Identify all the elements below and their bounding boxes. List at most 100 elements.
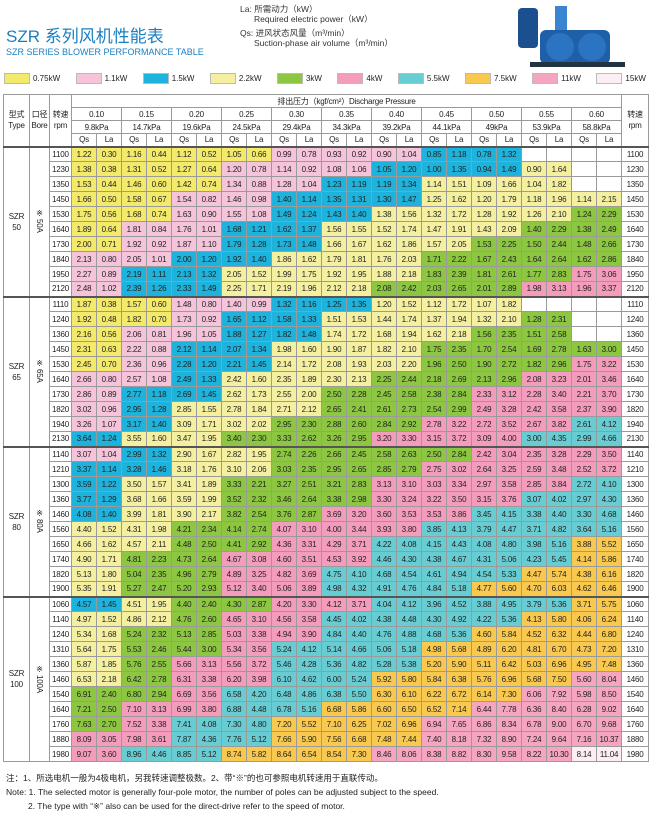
la-cell: 2.23 — [146, 551, 172, 567]
qs-cell: 4.73 — [571, 641, 597, 657]
la-cell: 2.39 — [446, 266, 472, 282]
qs-cell: 2.72 — [471, 416, 497, 432]
la-cell: 3.13 — [546, 281, 572, 297]
la-cell: 2.50 — [196, 536, 222, 552]
model-cell: SZR 100 — [3, 595, 30, 762]
qs-cell: 3.98 — [521, 536, 547, 552]
la-cell: 0.92 — [196, 311, 222, 327]
qs-cell: 4.81 — [121, 551, 147, 567]
la-cell: 4.36 — [196, 731, 222, 747]
la-cell: 3.72 — [246, 656, 272, 672]
la-cell: 8.50 — [595, 686, 623, 702]
qs-cell: 4.76 — [371, 626, 397, 642]
la-cell: 3.82 — [546, 416, 572, 432]
qs-cell: 4.81 — [521, 641, 547, 657]
rpm-cell: 1540 — [621, 686, 650, 702]
qs-cell: 8.09 — [71, 731, 97, 747]
la-cell: 1.04 — [96, 445, 122, 462]
qs-cell: 4.60 — [471, 626, 497, 642]
la-cell: 1.71 — [96, 551, 122, 567]
la-cell: 0.60 — [146, 295, 172, 312]
qs-cell: 4.22 — [471, 611, 497, 627]
qs-cell: 7.40 — [421, 731, 447, 747]
qs-cell: 1.66 — [71, 191, 97, 207]
qs-cell: 1.46 — [121, 176, 147, 192]
pressure-kgf: 0.10 — [71, 107, 122, 121]
qs-cell: 1.20 — [471, 191, 497, 207]
la-cell: 1.67 — [196, 445, 222, 462]
la-cell: 3.50 — [446, 491, 472, 507]
la-cell: 1.82 — [546, 176, 572, 192]
rpm-cell: 1110 — [621, 295, 650, 312]
la-cell: 1.60 — [296, 341, 322, 357]
rpm-cell: 1460 — [621, 506, 650, 522]
la-cell: 2.10 — [496, 311, 522, 327]
qs-cell: 8.64 — [271, 746, 297, 762]
data-row: 1460 4.08 1.40 3.99 1.81 3.90 2.17 3.82 2.54 3.76… — [4, 506, 650, 522]
la-cell: 1.71 — [196, 416, 222, 432]
qs-cell: 2.64 — [471, 461, 497, 477]
qs-cell: 2.31 — [71, 341, 97, 357]
la-cell: 2.06 — [246, 461, 272, 477]
la-cell: 6.38 — [446, 671, 472, 687]
qs-cell: 9.07 — [71, 746, 97, 762]
table-header: 型式 Type 口径 Bore 转速 rpm 排出压力（kgf/cm²）Discharge … — [3, 94, 650, 147]
qs-cell: 5.46 — [271, 656, 297, 672]
la-cell: 1.35 — [446, 161, 472, 177]
legend-item: 1.1kW — [75, 73, 127, 84]
qs-cell: 1.82 — [521, 356, 547, 372]
qs-cell: 1.90 — [471, 356, 497, 372]
qs-cell: 5.06 — [271, 581, 297, 597]
rpm-cell: 1640 — [49, 701, 72, 717]
data-row: 1450 2.31 0.63 2.22 0.88 2.12 1.14 2.07 1.34 1.98… — [4, 341, 650, 357]
la-cell: 2.18 — [446, 326, 472, 342]
la-cell: 0.71 — [96, 236, 122, 252]
rpm-cell: 1310 — [621, 641, 650, 657]
la-cell: 0.89 — [96, 266, 122, 282]
qs-cell: 2.49 — [471, 401, 497, 417]
la-cell: 3.72 — [446, 431, 472, 447]
qs-cell: 4.46 — [371, 551, 397, 567]
rpm-cell: 1730 — [621, 386, 650, 402]
legend: 0.75kW 1.1kW 1.5kW 2.2kW 3kW 4kW 5.5kW 7.5kW 11k… — [4, 73, 646, 84]
qs-cell: 8.46 — [371, 746, 397, 762]
qs-cell: 4.51 — [121, 595, 147, 612]
qs-cell: 3.45 — [471, 506, 497, 522]
qs-header: Qs — [471, 133, 497, 147]
la-cell: 1.32 — [496, 145, 522, 162]
la-cell: 0.70 — [146, 311, 172, 327]
qs-cell: 4.40 — [171, 595, 197, 612]
la-cell: 1.80 — [96, 566, 122, 582]
qs-cell: 3.88 — [471, 595, 497, 612]
la-cell: 3.84 — [546, 476, 572, 492]
qs-cell: 2.13 — [71, 251, 97, 267]
la-cell: 1.62 — [96, 536, 122, 552]
qs-cell: 3.47 — [171, 431, 197, 447]
la-cell: 5.16 — [595, 521, 623, 537]
qs-cell: 7.52 — [121, 716, 147, 732]
qs-cell: 4.04 — [371, 595, 397, 612]
data-row: 1240 5.34 1.68 5.24 2.32 5.13 2.85 5.03 3.38 4.94… — [4, 626, 650, 642]
la-cell: 1.55 — [196, 401, 222, 417]
qs-cell: 2.36 — [121, 356, 147, 372]
la-cell — [595, 145, 623, 162]
la-cell: 0.74 — [146, 206, 172, 222]
la-cell: 3.38 — [146, 716, 172, 732]
qs-cell: 6.30 — [371, 686, 397, 702]
la-cell: 4.80 — [496, 536, 522, 552]
la-cell: 4.52 — [446, 595, 472, 612]
la-cell: 4.30 — [595, 491, 623, 507]
qs-cell: 4.13 — [521, 611, 547, 627]
bore-cell: ※ 80A — [29, 445, 50, 597]
pressure-kpa: 34.3kPa — [321, 120, 372, 134]
qs-cell: 4.73 — [171, 551, 197, 567]
la-cell: 4.12 — [396, 595, 422, 612]
qs-cell: 6.00 — [321, 671, 347, 687]
qs-cell: 3.27 — [271, 476, 297, 492]
la-cell: 2.43 — [496, 251, 522, 267]
qs-cell: 3.30 — [371, 491, 397, 507]
qs-cell: 2.97 — [471, 476, 497, 492]
la-cell: 3.38 — [196, 671, 222, 687]
qs-cell: 3.17 — [121, 416, 147, 432]
qs-cell: 1.81 — [471, 266, 497, 282]
